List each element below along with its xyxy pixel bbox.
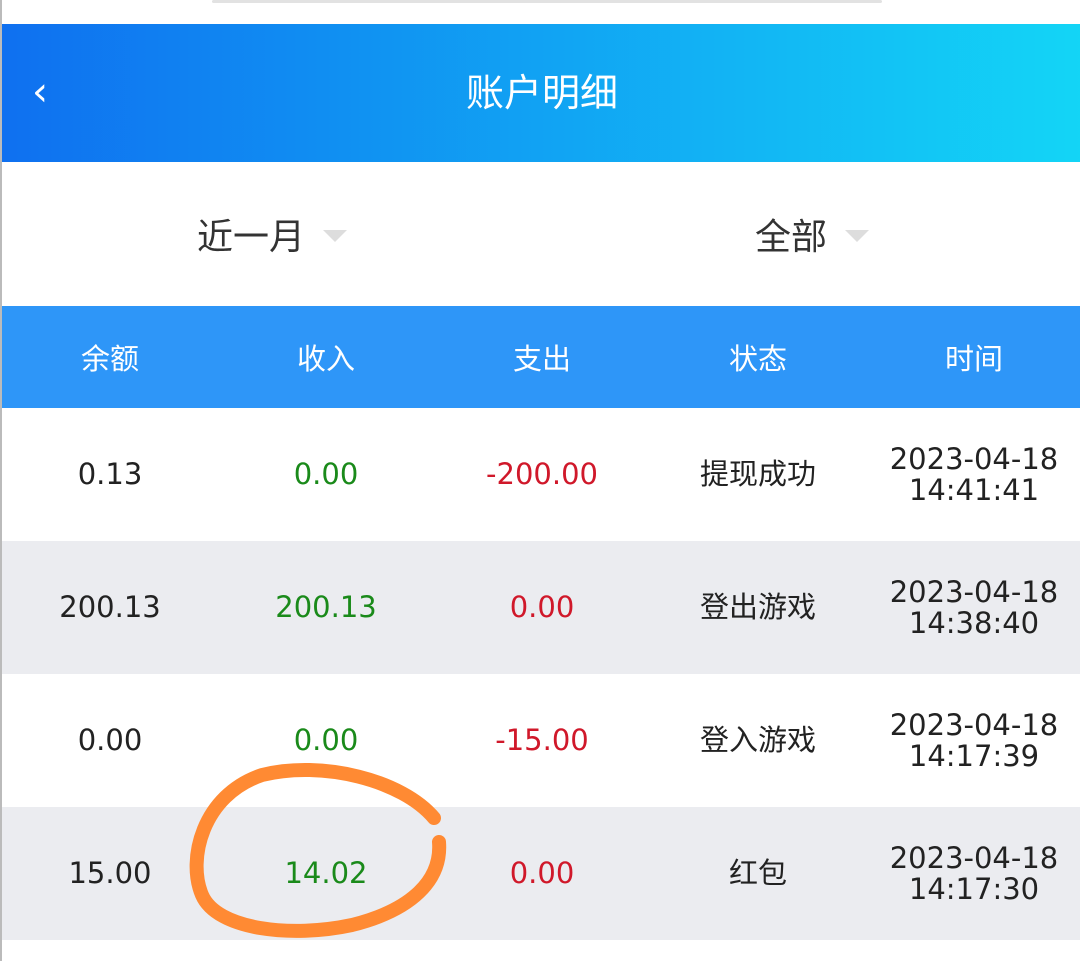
column-header-balance: 余额 [80, 342, 139, 376]
column-header-expense: 支出 [512, 342, 571, 376]
date-text: 2023-04-18 [889, 707, 1059, 742]
status-cell: 登入游戏 [699, 723, 816, 757]
chevron-left-icon[interactable]: ‹ [32, 69, 48, 115]
table-row: 0.00 0.00 -15.00 登入游戏 2023-04-18 14:17:39 [2, 674, 1080, 807]
date-text: 2023-04-18 [889, 840, 1059, 875]
column-header-status: 状态 [728, 342, 787, 376]
table-row: 15.00 14.02 0.00 红包 2023-04-18 14:17:30 [2, 807, 1080, 940]
table-row: 200.13 200.13 0.00 登出游戏 2023-04-18 14:38:… [2, 541, 1080, 674]
expense-cell: -15.00 [495, 723, 589, 757]
time-text: 14:17:30 [908, 871, 1040, 906]
expense-cell: 0.00 [509, 590, 575, 624]
balance-cell: 15.00 [68, 856, 152, 890]
header-bar: ‹ 账户明细 [2, 24, 1080, 162]
caret-down-icon [845, 230, 869, 242]
time-cell: 2023-04-18 14:38:40 [866, 541, 1080, 674]
time-cell: 2023-04-18 14:17:30 [866, 807, 1080, 940]
period-label: 近一月 [196, 217, 305, 258]
time-text: 14:17:39 [908, 738, 1040, 773]
status-strip [2, 0, 1080, 24]
time-cell: 2023-04-18 14:41:41 [866, 408, 1080, 541]
status-cell: 红包 [728, 856, 787, 890]
column-header-time: 时间 [944, 342, 1003, 376]
top-handle [212, 0, 882, 3]
status-cell: 登出游戏 [699, 590, 816, 624]
table-row: 0.13 0.00 -200.00 提现成功 2023-04-18 14:41:4… [2, 408, 1080, 541]
date-text: 2023-04-18 [889, 574, 1059, 609]
time-text: 14:41:41 [908, 472, 1040, 507]
balance-cell: 0.13 [77, 457, 143, 491]
income-cell: 200.13 [275, 590, 377, 624]
table-header: 余额 收入 支出 状态 时间 [2, 306, 1080, 408]
time-text: 14:38:40 [908, 605, 1040, 640]
caret-down-icon [323, 230, 347, 242]
type-label: 全部 [754, 217, 827, 258]
income-cell: 0.00 [293, 457, 359, 491]
period-dropdown[interactable]: 近一月 [2, 162, 542, 306]
income-cell: 0.00 [293, 723, 359, 757]
income-cell: 14.02 [284, 856, 368, 890]
status-cell: 提现成功 [699, 457, 816, 491]
date-text: 2023-04-18 [889, 441, 1059, 476]
balance-cell: 200.13 [59, 590, 161, 624]
expense-cell: 0.00 [509, 856, 575, 890]
expense-cell: -200.00 [486, 457, 598, 491]
page-title: 账户明细 [465, 71, 618, 115]
column-header-income: 收入 [296, 342, 355, 376]
type-dropdown[interactable]: 全部 [542, 162, 1080, 306]
time-cell: 2023-04-18 14:17:39 [866, 674, 1080, 807]
balance-cell: 0.00 [77, 723, 143, 757]
filter-bar: 近一月 全部 [2, 162, 1080, 306]
